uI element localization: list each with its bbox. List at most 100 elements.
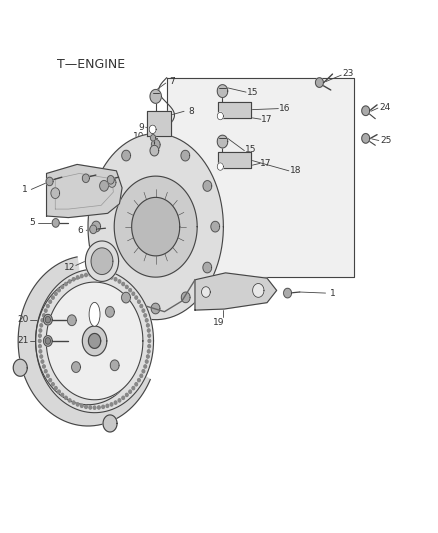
Polygon shape [284,288,291,298]
Polygon shape [144,365,147,368]
Polygon shape [100,263,109,273]
Polygon shape [88,134,223,320]
Text: 22: 22 [93,376,105,385]
Polygon shape [39,340,41,343]
Polygon shape [122,396,124,399]
Polygon shape [45,338,50,344]
Text: 11: 11 [137,145,148,154]
Polygon shape [13,359,27,376]
Polygon shape [93,272,96,276]
Text: 3: 3 [73,179,79,188]
Polygon shape [122,150,131,161]
Polygon shape [46,282,143,400]
Polygon shape [195,273,277,310]
Polygon shape [132,386,134,390]
Polygon shape [106,306,114,317]
Polygon shape [65,282,67,286]
Polygon shape [140,374,143,377]
Text: 15: 15 [247,87,259,96]
Polygon shape [100,181,109,191]
Polygon shape [217,163,223,170]
Text: 20: 20 [18,315,29,324]
Polygon shape [61,393,64,397]
Polygon shape [90,225,97,233]
Text: 17: 17 [261,159,272,168]
Polygon shape [58,288,60,292]
Polygon shape [42,365,45,368]
Ellipse shape [89,302,100,326]
Polygon shape [152,140,160,150]
Text: 21: 21 [18,336,29,345]
Polygon shape [211,221,219,232]
Polygon shape [203,262,212,273]
Polygon shape [102,273,104,277]
Polygon shape [150,135,155,141]
Polygon shape [217,135,228,148]
Text: 23: 23 [343,69,354,78]
Polygon shape [41,360,44,363]
Text: 6: 6 [78,226,84,235]
Polygon shape [61,285,64,288]
Polygon shape [150,146,159,156]
Polygon shape [181,150,190,161]
Polygon shape [150,90,161,103]
Polygon shape [98,406,100,409]
Text: 1: 1 [22,185,28,194]
Polygon shape [49,378,52,382]
Polygon shape [114,176,197,277]
Polygon shape [67,315,76,326]
Text: 17: 17 [261,115,273,124]
Polygon shape [145,319,148,322]
Polygon shape [148,329,150,332]
Polygon shape [40,355,42,358]
Text: 19: 19 [213,318,225,327]
Polygon shape [76,276,79,279]
Polygon shape [46,177,53,185]
Polygon shape [46,304,49,308]
Polygon shape [44,369,47,373]
Text: T—ENGINE: T—ENGINE [57,58,126,71]
Polygon shape [106,274,109,278]
Text: 25: 25 [380,136,392,145]
Polygon shape [51,188,60,198]
Polygon shape [39,344,41,348]
Polygon shape [85,241,119,281]
Polygon shape [148,334,151,337]
Polygon shape [203,181,212,191]
Polygon shape [135,383,138,386]
Text: 12: 12 [64,263,75,272]
Polygon shape [68,280,71,283]
Polygon shape [132,292,134,295]
Polygon shape [89,273,92,276]
Polygon shape [43,314,52,325]
Polygon shape [39,329,42,332]
Polygon shape [49,300,52,303]
Polygon shape [138,378,140,382]
Polygon shape [166,78,354,277]
Polygon shape [129,288,131,292]
Polygon shape [102,405,104,408]
Polygon shape [52,383,54,386]
Polygon shape [18,257,150,426]
Polygon shape [147,355,149,358]
Polygon shape [148,350,150,353]
Polygon shape [108,177,116,187]
Polygon shape [218,152,251,168]
Polygon shape [122,282,124,286]
Polygon shape [315,78,323,87]
Polygon shape [82,326,107,356]
Polygon shape [253,284,264,297]
Polygon shape [82,174,89,182]
Polygon shape [92,221,100,232]
Polygon shape [129,390,131,393]
Polygon shape [148,344,151,348]
Polygon shape [103,415,117,432]
Polygon shape [218,102,251,118]
Polygon shape [110,276,113,279]
Polygon shape [98,273,100,276]
Text: 4: 4 [104,180,110,189]
Polygon shape [68,399,71,402]
Polygon shape [125,393,128,397]
Polygon shape [72,401,75,404]
Polygon shape [58,390,60,393]
